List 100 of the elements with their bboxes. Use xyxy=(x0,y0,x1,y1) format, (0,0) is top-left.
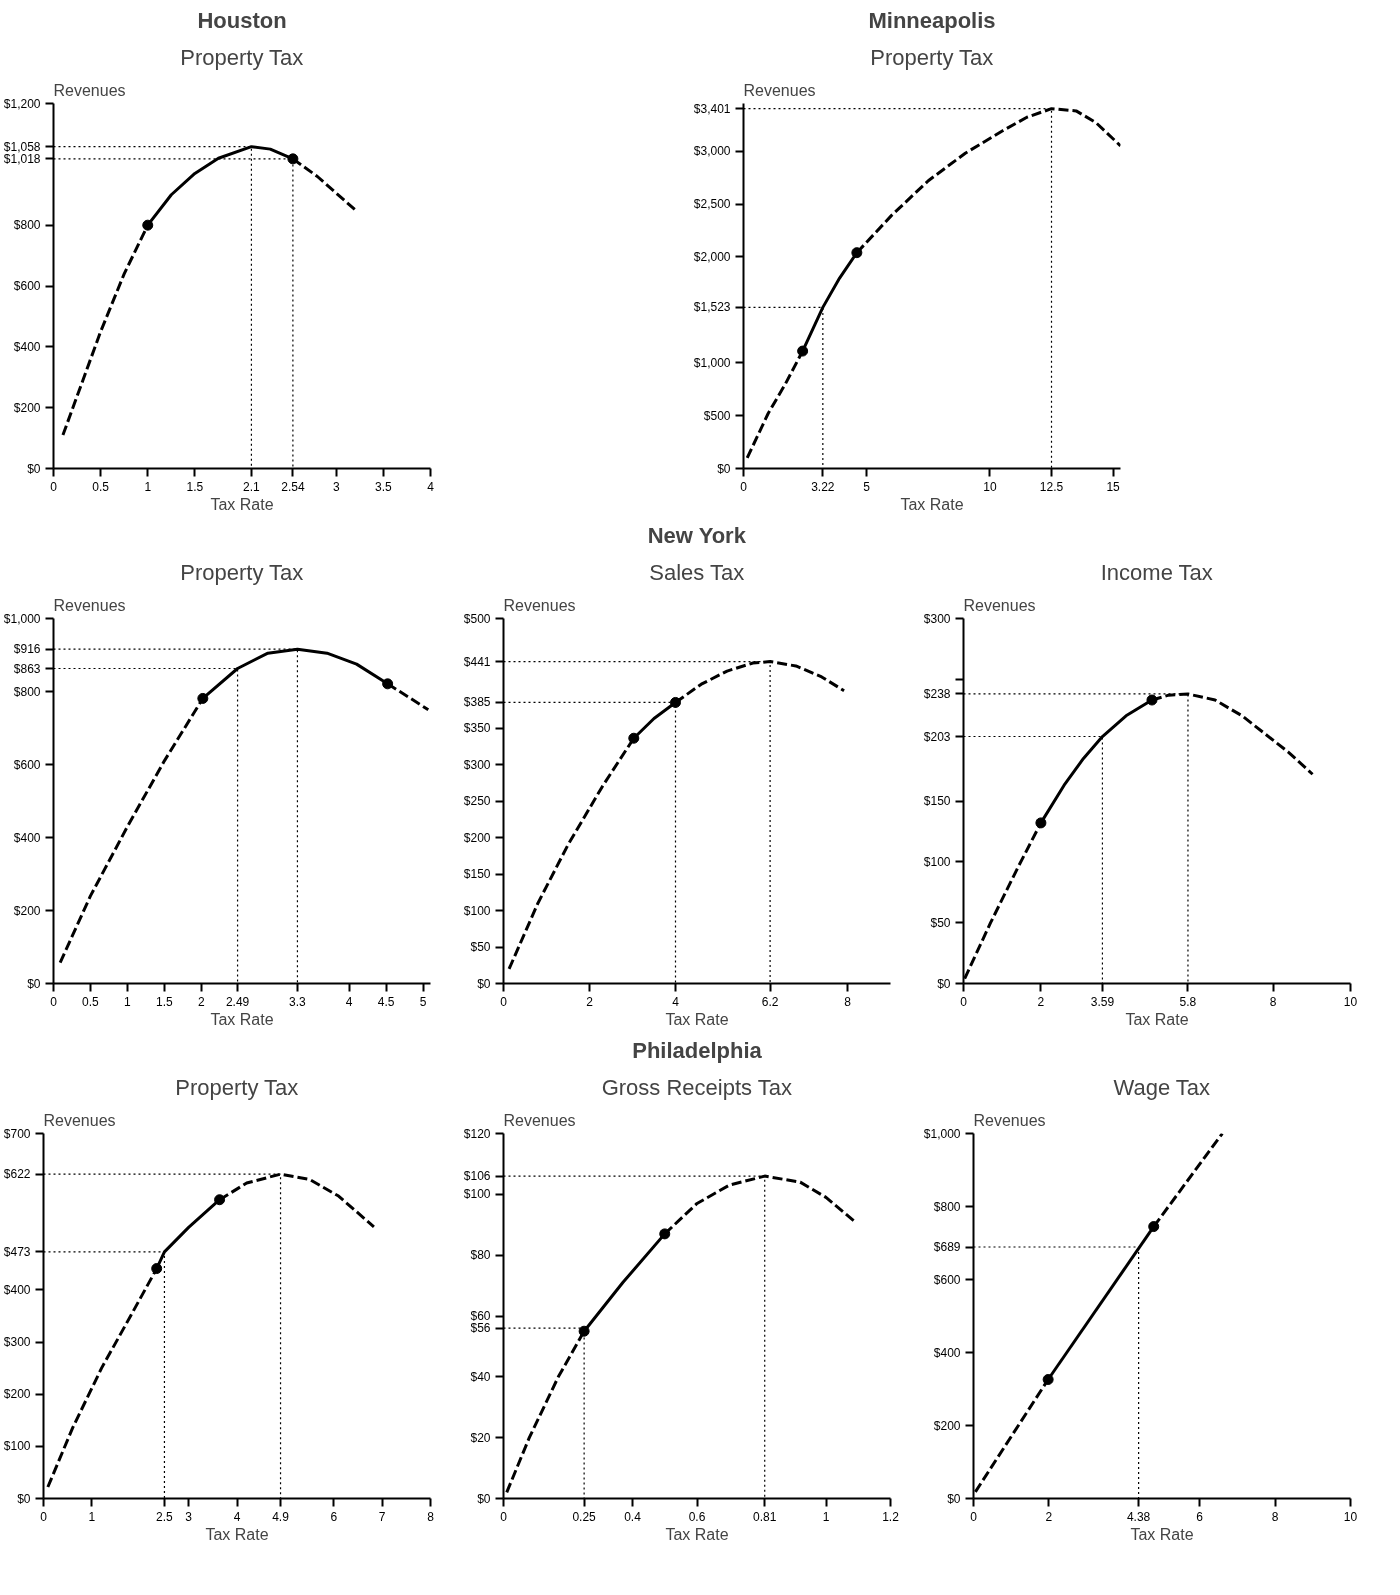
x-tick-label: 0.4 xyxy=(624,1509,642,1524)
y-tick-label: $863 xyxy=(13,661,41,676)
x-tick-label: 8 xyxy=(1269,994,1277,1009)
y-tick-label: $1,058 xyxy=(3,139,41,154)
y-tick-label: $150 xyxy=(463,867,491,881)
x-tick-label: 0.5 xyxy=(82,994,100,1009)
y-tick-label: $1,000 xyxy=(3,611,41,626)
y-axis-title: Revenues xyxy=(973,1111,1046,1129)
y-axis-title: Revenues xyxy=(503,1111,576,1129)
x-tick-label: 0 xyxy=(500,994,508,1009)
x-tick-label: 5 xyxy=(419,994,427,1009)
y-tick-label: $350 xyxy=(463,721,491,735)
x-tick-label: 1 xyxy=(124,994,132,1009)
y-tick-label: $0 xyxy=(947,1491,961,1506)
x-tick-label: 3.3 xyxy=(289,994,307,1009)
y-tick-label: $3,000 xyxy=(693,144,731,159)
x-tick-label: 4 xyxy=(427,479,435,494)
x-tick-label: 0 xyxy=(40,1509,48,1524)
y-tick-label: $300 xyxy=(463,757,491,772)
x-tick-label: 10 xyxy=(1343,994,1358,1009)
y-tick-label: $0 xyxy=(17,1491,31,1506)
y-tick-label: $689 xyxy=(933,1240,961,1255)
y-axis-title: Revenues xyxy=(53,81,126,99)
y-tick-label: $200 xyxy=(13,903,41,918)
y-axis-title: Revenues xyxy=(43,1111,116,1129)
x-tick-label: 0 xyxy=(500,1509,508,1524)
y-tick-label: $0 xyxy=(477,1491,491,1506)
y-tick-label: $238 xyxy=(923,686,951,701)
y-tick-label: $1,000 xyxy=(923,1126,961,1141)
x-tick-label: 2 xyxy=(198,994,206,1009)
y-tick-label: $300 xyxy=(923,611,951,626)
y-tick-label: $800 xyxy=(13,218,41,233)
chart-subtitle: Sales Tax xyxy=(649,559,745,585)
x-tick-label: 2.54 xyxy=(281,479,305,494)
x-tick-label: 0 xyxy=(970,1509,978,1524)
y-tick-label: $203 xyxy=(923,729,951,744)
y-tick-label: $0 xyxy=(27,976,41,991)
x-tick-label: 0.81 xyxy=(753,1509,777,1524)
y-tick-label: $1,018 xyxy=(3,151,41,166)
y-tick-label: $200 xyxy=(933,1418,961,1433)
y-tick-label: $20 xyxy=(470,1430,491,1445)
x-tick-label: 0 xyxy=(50,479,58,494)
y-tick-label: $120 xyxy=(463,1126,491,1141)
chart-title: Minneapolis xyxy=(868,7,996,33)
x-tick-label: 4.5 xyxy=(377,994,395,1009)
chart-subtitle: Income Tax xyxy=(1100,559,1213,585)
x-tick-label: 2.49 xyxy=(225,994,250,1009)
y-tick-label: $200 xyxy=(13,400,41,415)
x-tick-label: 12.5 xyxy=(1039,479,1064,494)
y-tick-label: $700 xyxy=(3,1126,31,1141)
y-tick-label: $473 xyxy=(3,1244,31,1259)
chart-title: New York xyxy=(647,522,747,548)
y-tick-label: $400 xyxy=(13,339,41,354)
chart-subtitle: Gross Receipts Tax xyxy=(601,1074,792,1100)
y-tick-label: $1,200 xyxy=(3,96,41,111)
x-tick-label: 1.2 xyxy=(882,1509,900,1524)
x-axis-title: Tax Rate xyxy=(205,1525,269,1543)
y-tick-label: $622 xyxy=(3,1167,31,1182)
x-tick-label: 3 xyxy=(332,479,340,494)
x-tick-label: 10 xyxy=(1343,1509,1358,1524)
y-axis-title: Revenues xyxy=(743,81,816,99)
y-tick-label: $200 xyxy=(3,1387,31,1402)
y-tick-label: $500 xyxy=(463,611,491,626)
y-tick-label: $100 xyxy=(463,1187,491,1202)
y-tick-label: $800 xyxy=(933,1199,961,1214)
x-tick-label: 3 xyxy=(185,1509,193,1524)
x-tick-label: 4.9 xyxy=(272,1509,290,1524)
y-tick-label: $100 xyxy=(923,854,951,869)
x-tick-label: 5.8 xyxy=(1179,994,1197,1009)
y-tick-label: $56 xyxy=(470,1321,491,1336)
y-tick-label: $80 xyxy=(470,1248,491,1263)
x-tick-label: 4 xyxy=(672,994,680,1009)
y-tick-label: $400 xyxy=(933,1345,961,1360)
x-axis-title: Tax Rate xyxy=(1125,1010,1189,1028)
x-tick-label: 3.5 xyxy=(375,479,393,494)
y-tick-label: $200 xyxy=(463,830,491,845)
x-tick-label: 4.38 xyxy=(1126,1509,1151,1524)
chart-title: Philadelphia xyxy=(632,1037,763,1063)
x-tick-label: 7 xyxy=(378,1509,386,1524)
x-tick-label: 4 xyxy=(345,994,353,1009)
x-tick-label: 6.2 xyxy=(761,994,779,1009)
x-tick-label: 1 xyxy=(822,1509,830,1524)
x-tick-label: 1 xyxy=(88,1509,96,1524)
x-axis-title: Tax Rate xyxy=(210,1010,274,1028)
y-tick-label: $800 xyxy=(13,684,41,699)
y-tick-label: $100 xyxy=(3,1439,31,1454)
y-tick-label: $1,523 xyxy=(693,300,731,315)
x-axis-title: Tax Rate xyxy=(665,1010,729,1028)
y-tick-label: $0 xyxy=(477,976,491,991)
x-axis-title: Tax Rate xyxy=(210,495,274,513)
x-tick-label: 0 xyxy=(740,479,748,494)
y-tick-label: $1,000 xyxy=(693,355,731,370)
x-tick-label: 10 xyxy=(983,479,997,494)
x-tick-label: 0.25 xyxy=(572,1509,597,1524)
x-tick-label: 8 xyxy=(1271,1509,1279,1524)
chart-subtitle: Property Tax xyxy=(175,1074,299,1100)
y-tick-label: $300 xyxy=(3,1335,31,1350)
x-tick-label: 2 xyxy=(586,994,594,1009)
y-tick-label: $400 xyxy=(13,830,41,845)
y-tick-label: $106 xyxy=(463,1169,491,1184)
